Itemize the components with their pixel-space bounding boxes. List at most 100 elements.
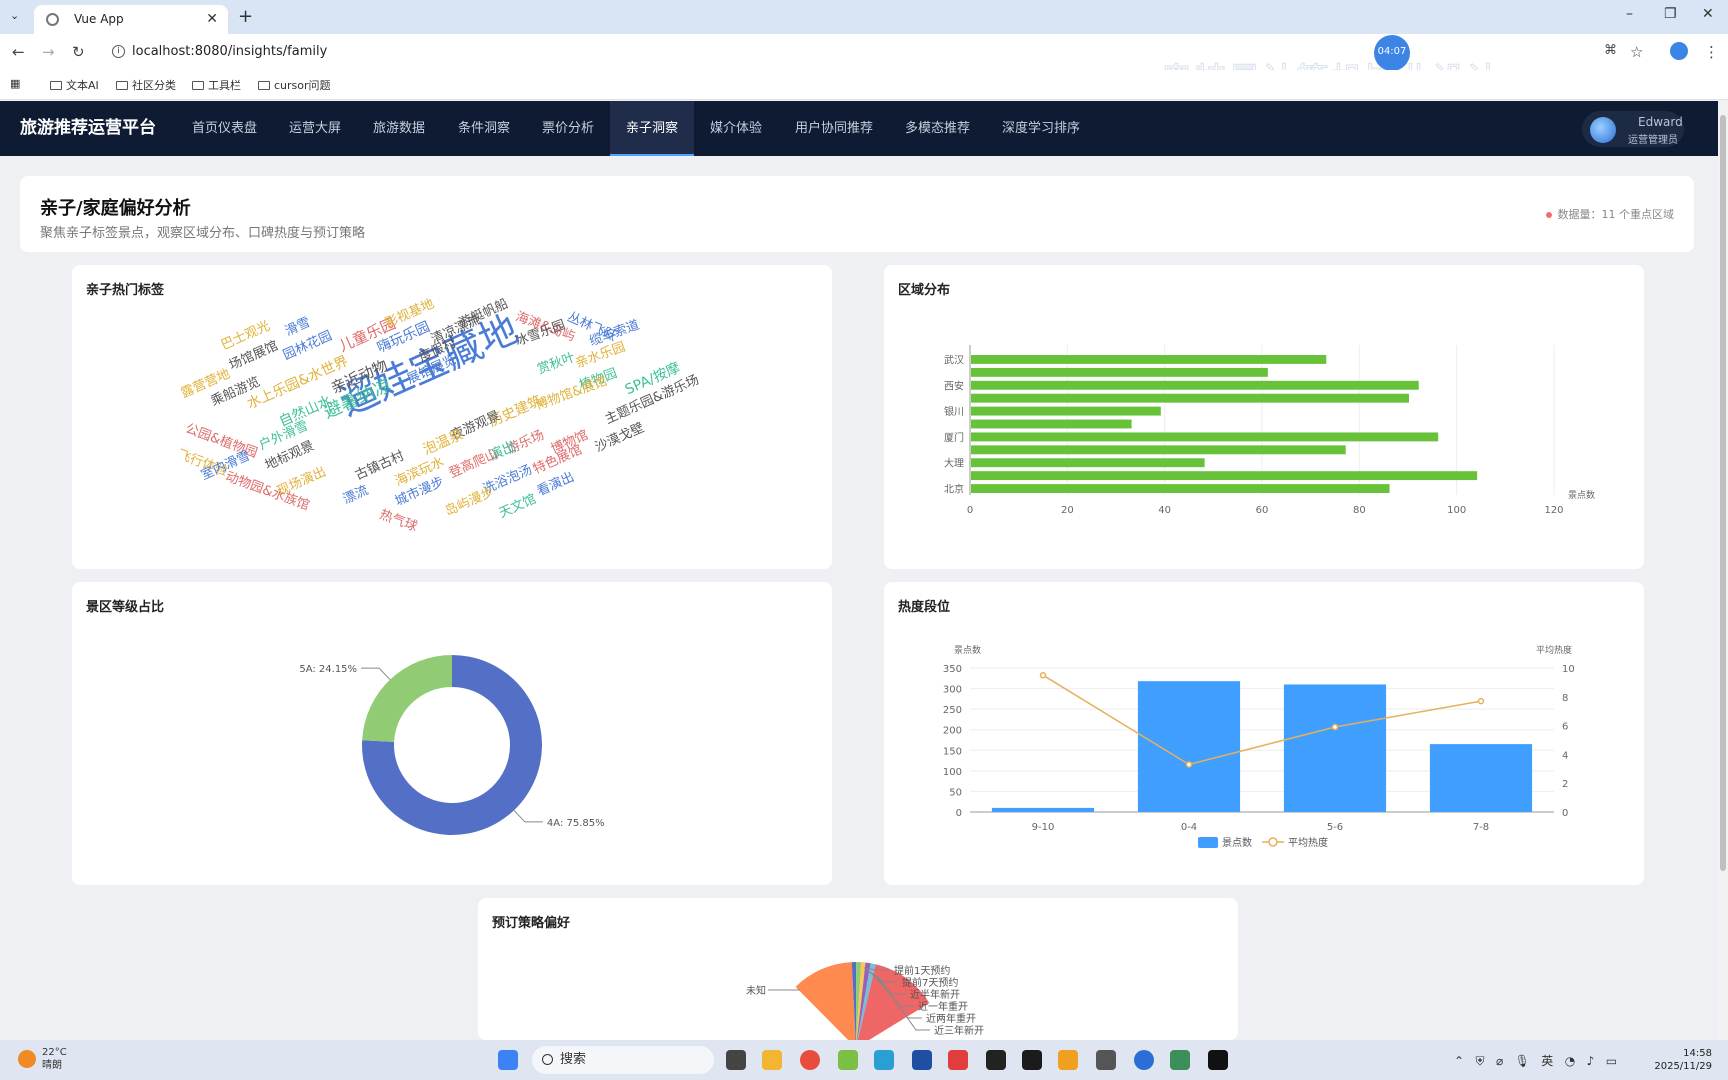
y-tick-label: 0	[956, 808, 962, 819]
tab-title: Vue App	[74, 12, 124, 26]
x-tick-label: 0-4	[1181, 822, 1197, 833]
card-title: 区域分布	[898, 283, 951, 298]
wordcloud-tag: 岛屿漫步	[442, 484, 497, 520]
taskbar-search[interactable]: 搜索	[532, 1046, 714, 1074]
site-info-icon[interactable]: i	[112, 45, 125, 58]
url-text: localhost:8080/insights/family	[132, 44, 328, 59]
pycharm-icon[interactable]	[1022, 1050, 1042, 1070]
scrollbar-thumb[interactable]	[1720, 115, 1726, 871]
nav-ops-screen[interactable]: 运营大屏	[289, 121, 342, 136]
y2-tick-label: 4	[1562, 750, 1568, 761]
translate-icon[interactable]: ⌘	[1604, 43, 1617, 58]
notepad-icon[interactable]	[1170, 1050, 1190, 1070]
x-tick-label: 80	[1353, 505, 1366, 516]
y-tick-label: 北京	[944, 483, 964, 496]
taskbar-clock[interactable]: 14:58 2025/11/29	[1654, 1048, 1712, 1072]
user-name: Edward	[1638, 115, 1683, 129]
nav-ticket-analysis[interactable]: 票价分析	[542, 121, 595, 136]
weather-widget[interactable]: 22°C 晴朗	[42, 1047, 67, 1071]
donut-slice	[361, 655, 542, 835]
menu-icon[interactable]: ⋮	[1704, 43, 1719, 61]
bookmark-folder[interactable]: 工具栏	[192, 77, 241, 93]
restore-icon[interactable]: ❐	[1664, 6, 1677, 22]
chrome-icon[interactable]	[800, 1050, 820, 1070]
tab-search-icon[interactable]: ⌄	[10, 9, 20, 22]
page-header-card: 亲子/家庭偏好分析 聚焦亲子标签景点，观察区域分布、口碑热度与预订策略 数据量：…	[20, 176, 1694, 252]
wps-icon[interactable]	[948, 1050, 968, 1070]
page-scrollbar[interactable]	[1718, 101, 1728, 1041]
store-icon[interactable]	[912, 1050, 932, 1070]
weather-icon[interactable]	[18, 1050, 36, 1068]
forward-icon[interactable]: →	[42, 43, 55, 61]
pie-slice	[851, 961, 857, 1040]
folder-icon	[50, 80, 62, 90]
bar	[971, 380, 1419, 390]
card-title: 景区等级占比	[86, 600, 165, 615]
file-explorer-icon[interactable]	[762, 1050, 782, 1070]
line-point	[1185, 761, 1193, 768]
slice-label: 未知	[746, 984, 766, 997]
app-icon[interactable]	[1096, 1050, 1116, 1070]
slice-label: 近两年重开	[926, 1012, 976, 1025]
y-tick-label: 大理	[944, 457, 964, 470]
legend-label: 平均热度	[1288, 836, 1328, 849]
app-icon[interactable]	[1134, 1050, 1154, 1070]
line-point	[1331, 723, 1339, 731]
y-tick-label: 150	[943, 746, 962, 757]
card-title: 亲子热门标签	[86, 283, 165, 298]
slice-label: 近半年新开	[910, 988, 960, 1001]
minimize-icon[interactable]: –	[1626, 6, 1633, 22]
close-window-icon[interactable]: ✕	[1702, 6, 1714, 22]
tag-wordcloud: 遛娃宝藏地 避暑纳凉 亲近动物 儿童乐园 嗨玩乐园 度假村 影视基地 游艇帆船 海滩&岛屿 丛林飞…	[72, 265, 832, 569]
apps-grid-icon[interactable]: ▦	[10, 77, 21, 90]
label-leader-line	[863, 967, 890, 971]
y2-tick-label: 2	[1562, 779, 1568, 790]
url-field[interactable]: i localhost:8080/insights/family	[102, 38, 1592, 66]
slice-label: 4A: 75.85%	[547, 818, 605, 829]
close-tab-icon[interactable]: ✕	[206, 11, 218, 27]
folder-icon	[192, 80, 204, 90]
nav-multimodal-recommend[interactable]: 多模态推荐	[905, 121, 971, 136]
back-icon[interactable]: ←	[12, 43, 25, 61]
bookmark-folder[interactable]: cursor问题	[258, 77, 331, 93]
reload-icon[interactable]: ↻	[72, 43, 85, 61]
new-tab-icon[interactable]: +	[238, 6, 254, 27]
y-axis-label: 景点数	[954, 644, 981, 656]
task-view-icon[interactable]	[726, 1050, 746, 1070]
app-icon[interactable]	[874, 1050, 894, 1070]
profile-icon[interactable]	[1670, 42, 1688, 60]
y-tick-label: 100	[943, 767, 962, 778]
nav-collab-recommend[interactable]: 用户协同推荐	[795, 121, 874, 136]
user-menu[interactable]: Edward 运营管理员	[1582, 111, 1684, 147]
app-icon[interactable]	[986, 1050, 1006, 1070]
bar	[991, 807, 1095, 812]
y-tick-label: 武汉	[944, 353, 964, 366]
terminal-icon[interactable]	[1208, 1050, 1228, 1070]
ime-indicator[interactable]: 英	[1541, 1054, 1554, 1068]
nav-media-experience[interactable]: 媒介体验	[710, 121, 763, 136]
nav-dashboard[interactable]: 首页仪表盘	[192, 121, 258, 136]
nav-travel-data[interactable]: 旅游数据	[373, 121, 426, 136]
wordcloud-tag: 滑雪	[282, 315, 313, 340]
browser-tab[interactable]: Vue App ✕	[34, 5, 228, 34]
x-tick-label: 0	[967, 505, 973, 516]
nav-dl-ranking[interactable]: 深度学习排序	[1002, 121, 1081, 136]
x-tick-label: 9-10	[1032, 822, 1055, 833]
wordcloud-tag: 赏秋叶	[535, 350, 578, 378]
bar	[1137, 681, 1241, 812]
bookmark-folder[interactable]: 文本AI	[50, 77, 99, 93]
start-icon[interactable]	[498, 1050, 518, 1070]
bar	[971, 355, 1327, 364]
bookmark-folder[interactable]: 社区分类	[116, 77, 176, 93]
series-line	[1042, 674, 1482, 766]
avatar	[1590, 117, 1616, 143]
y-tick-label: 银川	[944, 405, 964, 418]
app-icon[interactable]	[1058, 1050, 1078, 1070]
nav-family-insight[interactable]: 亲子洞察	[610, 101, 695, 156]
wordcloud-tag: 泡温泉	[420, 426, 466, 459]
wordcloud-tag: 漂流	[340, 483, 371, 508]
system-tray[interactable]: ⌃ ⛨ ⌀ 🎙 英 ◔ ♪ ▭	[1454, 1054, 1618, 1068]
app-icon[interactable]	[838, 1050, 858, 1070]
bookmark-star-icon[interactable]: ☆	[1630, 43, 1644, 61]
nav-condition-insight[interactable]: 条件洞察	[458, 121, 511, 136]
